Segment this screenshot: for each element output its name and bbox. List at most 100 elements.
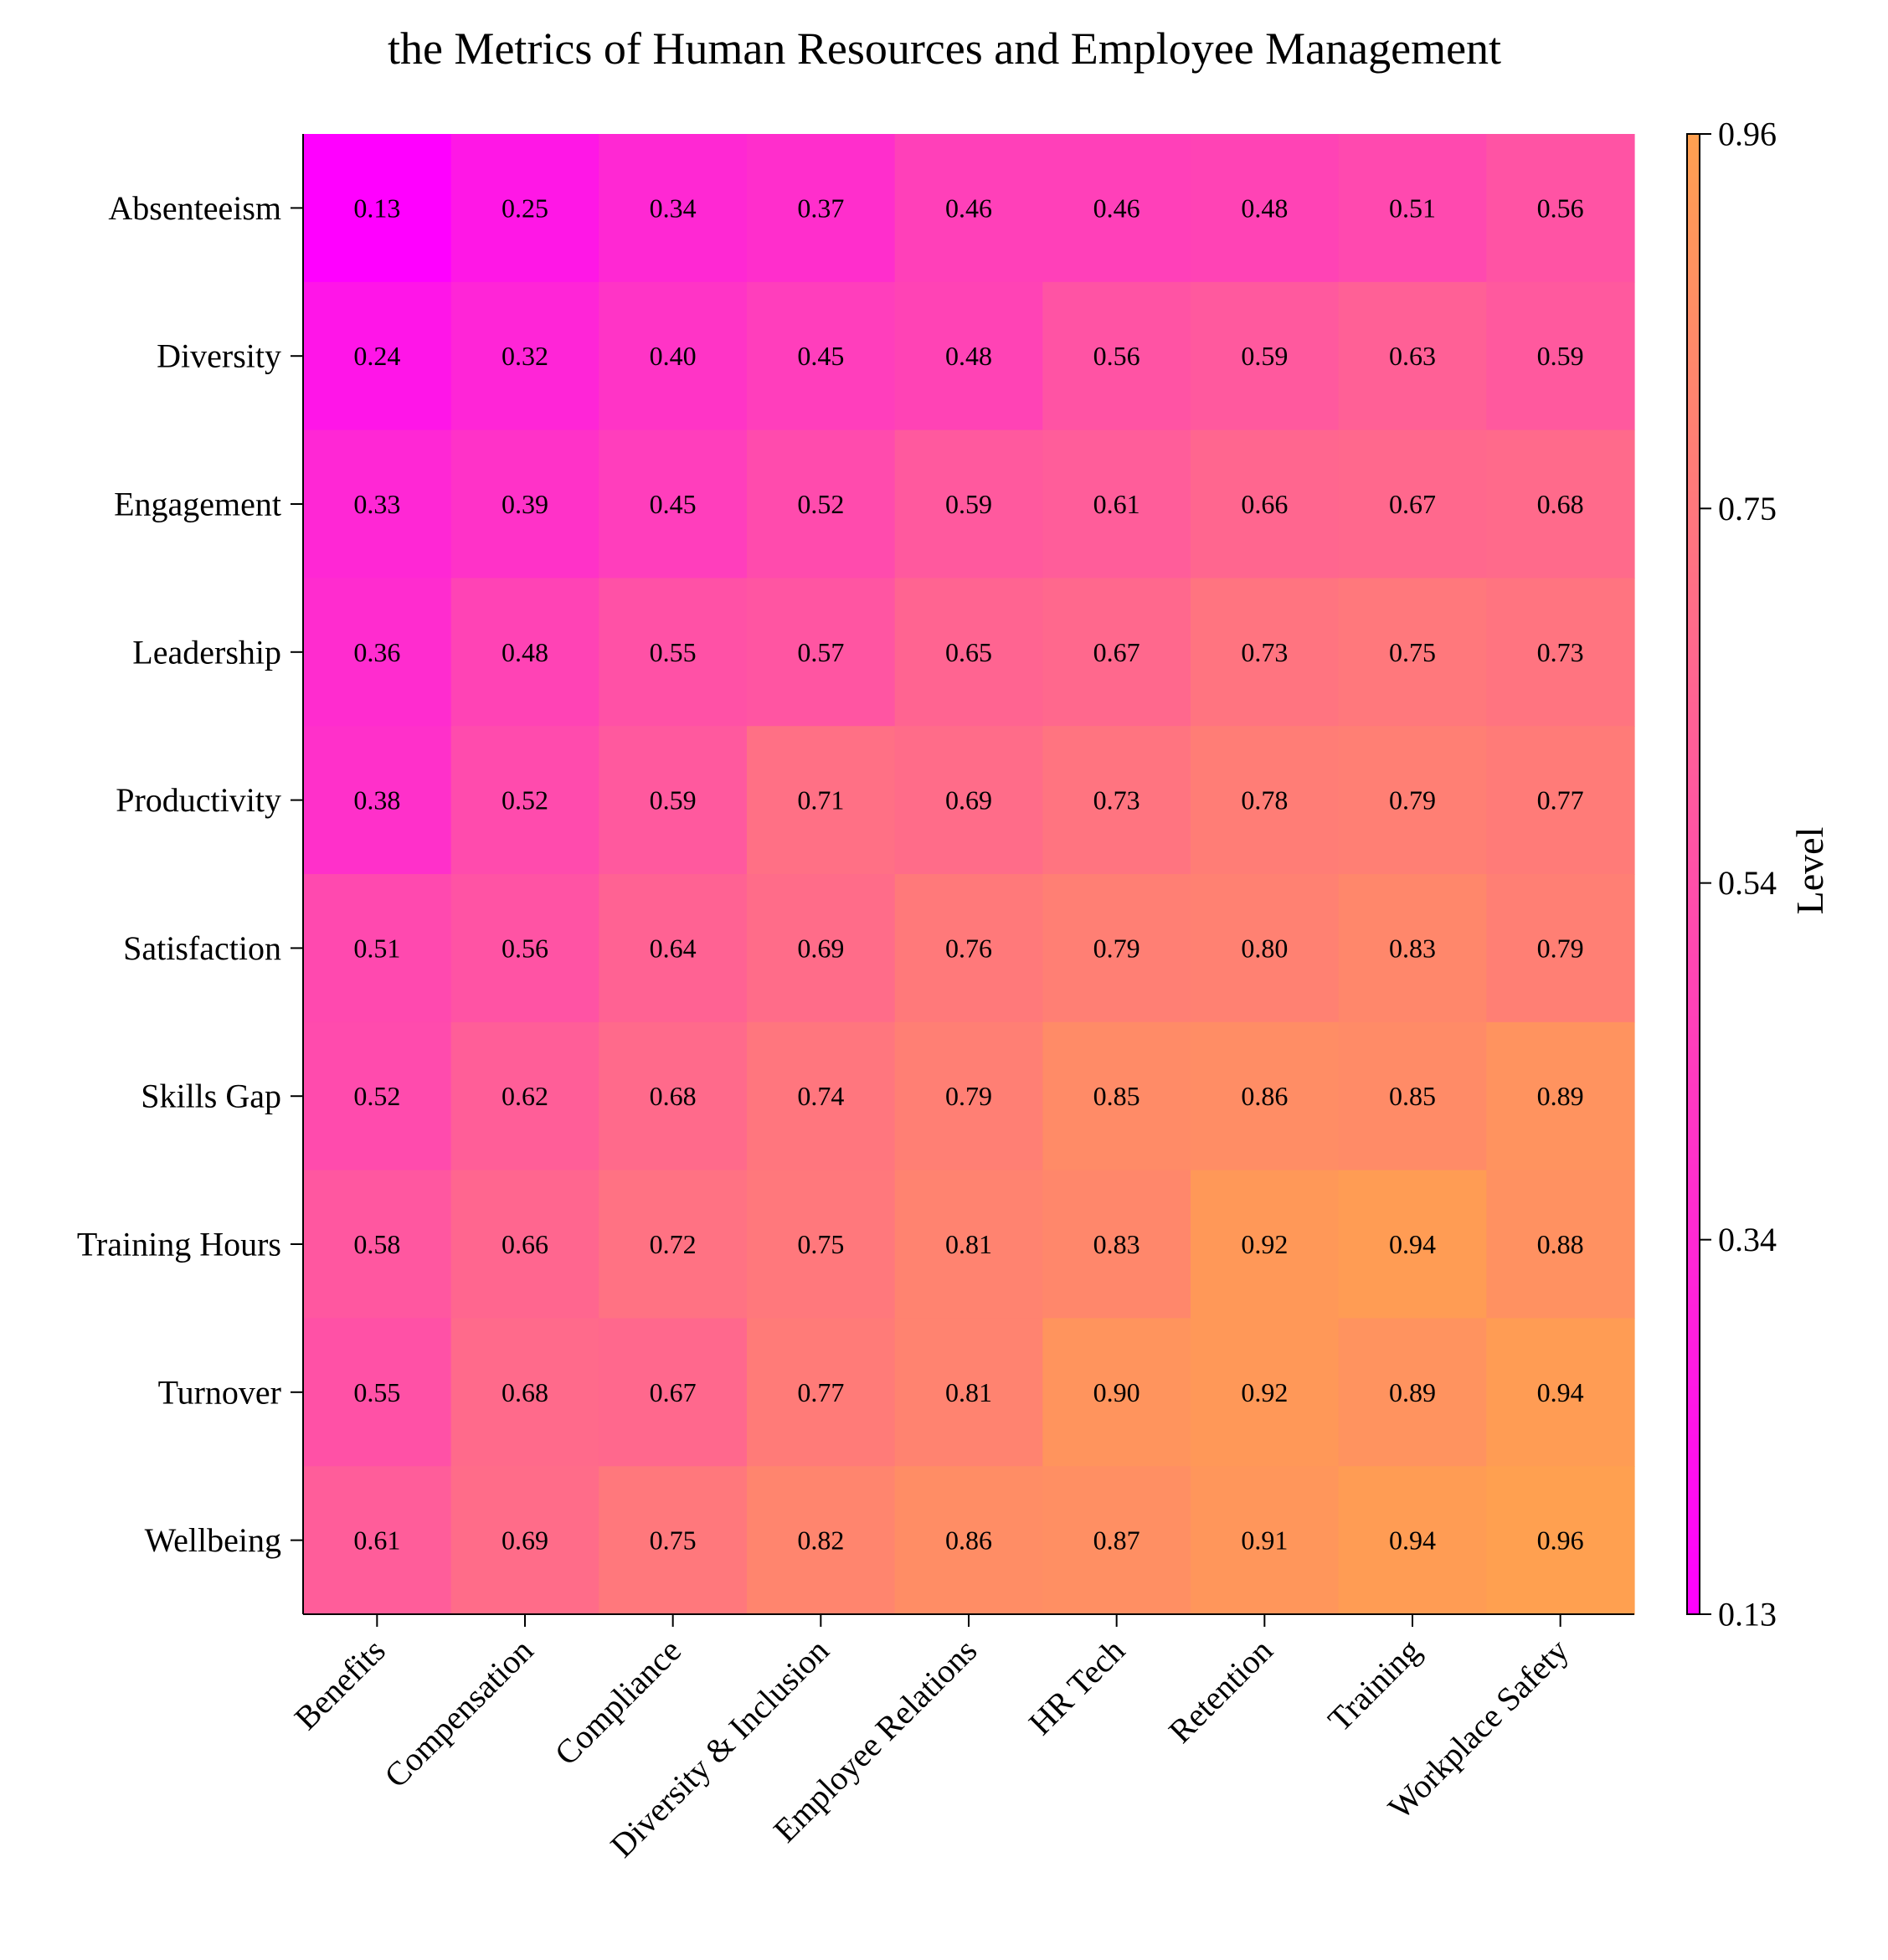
heatmap-cell (894, 1021, 1043, 1171)
heatmap-cell (599, 134, 748, 283)
cell-value-label: 0.46 (1093, 193, 1140, 223)
heatmap-cell (894, 874, 1043, 1023)
cell-value-label: 0.69 (797, 933, 844, 963)
cell-value-label: 0.56 (1537, 193, 1584, 223)
heatmap-cell (1338, 430, 1487, 579)
heatmap-cell (1486, 281, 1635, 431)
cell-value-label: 0.65 (945, 637, 992, 667)
heatmap-cell (1191, 1318, 1340, 1467)
cell-value-label: 0.33 (353, 489, 400, 519)
heatmap-cell (1338, 726, 1487, 875)
cell-value-label: 0.48 (502, 637, 548, 667)
cell-value-label: 0.75 (1389, 637, 1436, 667)
cell-value-label: 0.94 (1389, 1229, 1436, 1259)
y-axis: Absenteeism Diversity Engagement Leadership… (77, 134, 304, 1614)
cell-value-label: 0.55 (353, 1377, 400, 1407)
y-tick-label: Engagement (114, 486, 281, 523)
y-tick-label: Absenteeism (108, 189, 281, 227)
cell-value-label: 0.61 (353, 1525, 400, 1556)
heatmap-cell (599, 430, 748, 579)
colorbar-ticks: 0.13 0.34 0.54 0.75 0.96 (1700, 116, 1777, 1633)
cell-value-label: 0.67 (1389, 489, 1436, 519)
heatmap-cell (450, 1466, 599, 1615)
cell-value-label: 0.86 (945, 1525, 992, 1556)
heatmap-cell (599, 281, 748, 431)
heatmap-cell-labels: 0.13 0.25 0.34 0.37 0.46 0.46 0.48 0.51 0.56 0.24… (353, 193, 1583, 1555)
cell-value-label: 0.75 (797, 1229, 844, 1259)
cell-value-label: 0.67 (650, 1377, 697, 1407)
heatmap-cell (1486, 726, 1635, 875)
cell-value-label: 0.82 (797, 1525, 844, 1556)
heatmap-cell (450, 1021, 599, 1171)
heatmap-cell (1486, 578, 1635, 727)
cell-value-label: 0.76 (945, 933, 992, 963)
cell-value-label: 0.59 (650, 785, 697, 815)
heatmap-cell (1338, 281, 1487, 431)
cell-value-label: 0.48 (1241, 193, 1288, 223)
cell-value-label: 0.61 (1093, 489, 1140, 519)
heatmap-cell (1191, 578, 1340, 727)
heatmap-cell (1486, 430, 1635, 579)
heatmap-cell (303, 726, 452, 875)
heatmap-cell (599, 1170, 748, 1319)
heatmap-cell (894, 1318, 1043, 1467)
heatmap-cell (1042, 1318, 1191, 1467)
heatmap-cell (747, 1318, 896, 1467)
cell-value-label: 0.67 (1093, 637, 1140, 667)
cell-value-label: 0.73 (1537, 637, 1584, 667)
cell-value-label: 0.73 (1241, 637, 1288, 667)
heatmap-cell (894, 430, 1043, 579)
heatmap-cell (303, 1021, 452, 1171)
cell-value-label: 0.24 (353, 341, 400, 371)
heatmap-cell (450, 726, 599, 875)
cell-value-label: 0.92 (1241, 1229, 1288, 1259)
heatmap-cell (1191, 1466, 1340, 1615)
heatmap-cell (1486, 1466, 1635, 1615)
heatmap-cell (747, 578, 896, 727)
cell-value-label: 0.40 (650, 341, 697, 371)
x-tick-label: Retention (1161, 1632, 1280, 1751)
heatmap-cell (1486, 1318, 1635, 1467)
heatmap-cell (747, 430, 896, 579)
heatmap-cell (450, 874, 599, 1023)
heatmap-cell (747, 874, 896, 1023)
colorbar-tick-label: 0.54 (1718, 864, 1777, 902)
cell-value-label: 0.79 (1389, 785, 1436, 815)
heatmap-cells (303, 134, 1635, 1615)
cell-value-label: 0.72 (650, 1229, 697, 1259)
cell-value-label: 0.85 (1389, 1081, 1436, 1111)
heatmap-cell (1191, 430, 1340, 579)
cell-value-label: 0.37 (797, 193, 844, 223)
cell-value-label: 0.48 (945, 341, 992, 371)
cell-value-label: 0.59 (945, 489, 992, 519)
heatmap-cell (747, 1170, 896, 1319)
heatmap-cell (1191, 874, 1340, 1023)
x-tick-label: Compliance (548, 1632, 688, 1772)
cell-value-label: 0.81 (945, 1377, 992, 1407)
cell-value-label: 0.51 (353, 933, 400, 963)
heatmap-cell (599, 578, 748, 727)
heatmap-cell (1042, 726, 1191, 875)
heatmap-cell (894, 1170, 1043, 1319)
heatmap-cell (450, 578, 599, 727)
heatmap-cell (747, 1466, 896, 1615)
y-tick-label: Training Hours (77, 1226, 281, 1263)
cell-value-label: 0.39 (502, 489, 548, 519)
heatmap-cell (894, 726, 1043, 875)
heatmap-cell (1486, 1021, 1635, 1171)
cell-value-label: 0.94 (1537, 1377, 1584, 1407)
y-tick-label: Skills Gap (141, 1078, 281, 1115)
cell-value-label: 0.59 (1537, 341, 1584, 371)
cell-value-label: 0.68 (502, 1377, 548, 1407)
heatmap-cell (1191, 1021, 1340, 1171)
cell-value-label: 0.96 (1537, 1525, 1584, 1556)
heatmap-cell (1191, 726, 1340, 875)
heatmap-cell (894, 281, 1043, 431)
heatmap-cell (1042, 578, 1191, 727)
heatmap-cell (747, 726, 896, 875)
heatmap-cell (303, 430, 452, 579)
heatmap-cell (303, 134, 452, 283)
cell-value-label: 0.68 (650, 1081, 697, 1111)
cell-value-label: 0.36 (353, 637, 400, 667)
